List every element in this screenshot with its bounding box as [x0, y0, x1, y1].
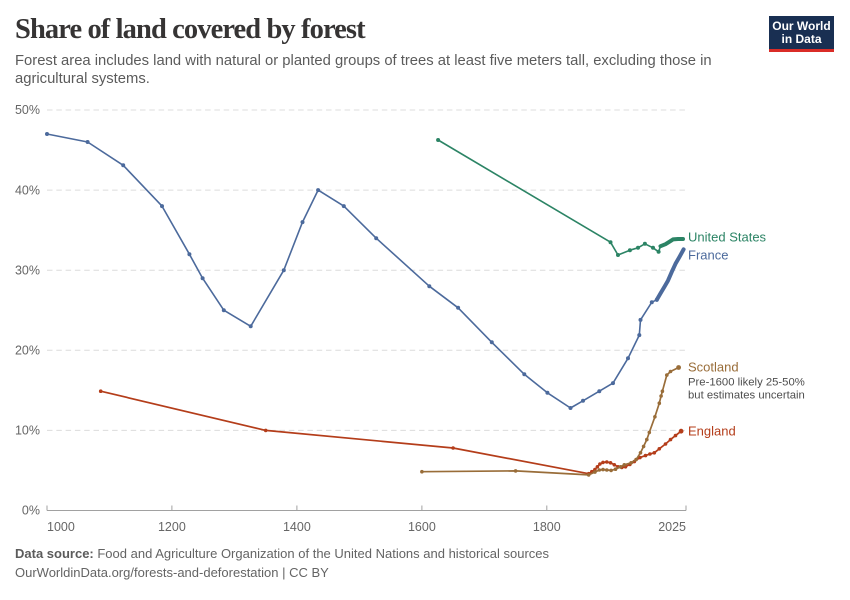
svg-text:50%: 50%	[15, 103, 40, 117]
svg-text:1800: 1800	[533, 520, 561, 534]
svg-text:10%: 10%	[15, 424, 40, 438]
svg-text:1200: 1200	[158, 520, 186, 534]
svg-text:United States: United States	[688, 230, 767, 245]
svg-text:Pre-1600 likely 25-50%: Pre-1600 likely 25-50%	[688, 377, 805, 389]
svg-text:1000: 1000	[47, 520, 75, 534]
svg-text:1400: 1400	[283, 520, 311, 534]
svg-text:20%: 20%	[15, 344, 40, 358]
svg-text:1600: 1600	[408, 520, 436, 534]
svg-text:Scotland: Scotland	[688, 360, 739, 375]
svg-text:France: France	[688, 248, 728, 263]
svg-text:2025: 2025	[658, 520, 686, 534]
svg-text:England: England	[688, 424, 736, 439]
svg-text:40%: 40%	[15, 183, 40, 197]
svg-text:0%: 0%	[22, 504, 40, 518]
svg-text:30%: 30%	[15, 263, 40, 277]
svg-text:but estimates uncertain: but estimates uncertain	[688, 390, 805, 402]
